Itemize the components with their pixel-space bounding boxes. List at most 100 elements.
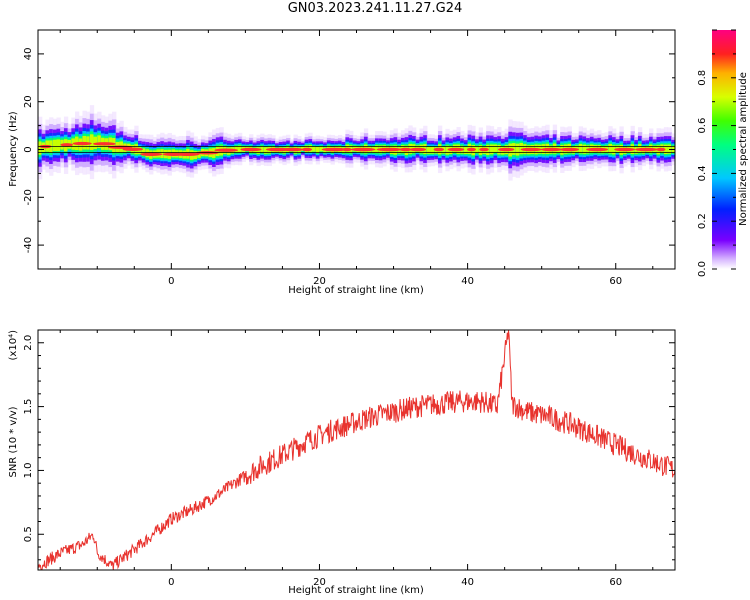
heatmap-cell <box>675 143 679 158</box>
heatmap-cell <box>97 135 102 149</box>
heatmap-cell <box>463 146 469 154</box>
heatmap-cell <box>663 144 669 155</box>
heatmap-cell <box>430 146 435 154</box>
x-tick-label: 0 <box>168 577 174 588</box>
heatmap-cell <box>445 145 450 155</box>
ridge-peak <box>376 147 402 152</box>
y-tick-label: 1.5 <box>23 399 34 415</box>
heatmap-cell <box>56 139 61 152</box>
ridge-peak <box>559 147 580 152</box>
colorbar: 0.0 0.2 0.4 0.6 0.8 Normalized spectral ampl… <box>697 29 749 277</box>
x-tick-label: 60 <box>609 577 622 588</box>
heatmap-cell <box>675 135 679 167</box>
ridge-peak <box>321 147 347 152</box>
heatmap-cell <box>237 145 243 153</box>
heatmap-cell <box>582 144 587 154</box>
ridge-peak <box>72 141 92 146</box>
y-tick-label: 0 <box>23 146 34 152</box>
x-tick-label: 20 <box>313 577 326 588</box>
heatmap-cell <box>512 143 517 155</box>
snr-yunit-label: (x10⁴) <box>8 330 19 361</box>
y-tick-label: 0.5 <box>23 526 34 542</box>
heatmap-cell <box>52 139 58 152</box>
heatmap-cell <box>137 147 143 155</box>
heatmap-cell <box>38 141 43 155</box>
snr-series-line <box>38 330 675 570</box>
ridge-peak <box>541 147 562 152</box>
snr-xlabel: Height of straight line (km) <box>288 585 424 596</box>
heatmap-cell <box>426 146 432 154</box>
ridge-peak <box>479 147 489 152</box>
ridge-peak <box>265 147 290 152</box>
ridge-peak <box>409 147 427 152</box>
colorbar-label: Normalized spectral amplitude <box>738 72 749 226</box>
heatmap-cell <box>312 146 317 152</box>
spectrogram-xlabel: Height of straight line (km) <box>288 285 424 296</box>
heatmap-cell <box>578 143 584 154</box>
y-tick-label: 40 <box>23 48 34 61</box>
ridge-peak <box>350 147 376 152</box>
heatmap-cell <box>319 146 324 152</box>
ridge-peak <box>433 147 445 152</box>
heatmap-cell <box>112 138 117 153</box>
x-tick-label: 20 <box>313 276 326 287</box>
spectrogram-heatmap <box>38 105 679 181</box>
y-tick-label: 20 <box>23 95 34 108</box>
snr-frame <box>37 329 676 571</box>
heatmap-cell <box>493 144 498 153</box>
heatmap-cell <box>675 141 679 160</box>
snr-panel: 0 20 40 60 0.5 1.0 1.5 2.0 Height of straight l… <box>8 329 676 596</box>
ridge-peak <box>60 143 73 147</box>
heatmap-cell <box>234 145 239 153</box>
heatmap-cell <box>515 143 521 156</box>
heatmap-cell <box>160 149 165 158</box>
heatmap-cell <box>260 145 265 153</box>
ridge-peak <box>93 142 116 146</box>
colorbar-tick-label: 0.8 <box>697 70 708 86</box>
figure-title: GN03.2023.241.11.27.G24 <box>287 1 463 16</box>
heatmap-cell <box>608 143 613 154</box>
ridge-peak <box>214 148 239 152</box>
ridge-peak <box>301 147 313 152</box>
ridge-peak <box>614 147 636 152</box>
colorbar-tick-label: 0.2 <box>697 213 708 229</box>
snr-ticks: 0 20 40 60 0.5 1.0 1.5 2.0 <box>23 330 675 588</box>
colorbar-ticks: 0.0 0.2 0.4 0.6 0.8 <box>697 29 736 277</box>
heatmap-cell <box>315 146 321 154</box>
colorbar-tick-label: 0.4 <box>697 165 708 181</box>
ridge-peak <box>122 147 144 151</box>
ridge-peak <box>497 147 515 152</box>
x-tick-label: 40 <box>461 577 474 588</box>
ridge-peak <box>282 147 304 152</box>
x-tick-label: 60 <box>609 276 622 287</box>
ridge-peak <box>447 147 465 152</box>
ridge-peak <box>466 147 476 152</box>
heatmap-cell <box>89 134 95 150</box>
snr-ylabel: SNR (10 * v/v) <box>8 406 19 477</box>
heatmap-cell <box>263 147 269 154</box>
heatmap-cell <box>675 146 679 155</box>
ridge-peak <box>635 147 658 152</box>
ridge-peak <box>342 147 352 152</box>
colorbar-tick-label: 0.0 <box>697 261 708 277</box>
spectrogram-panel: 0 20 40 60 -40 -20 0 20 40 Height of straight li… <box>8 29 679 296</box>
heatmap-cell <box>675 138 679 163</box>
heatmap-cell <box>675 144 679 156</box>
heatmap-cell <box>475 145 480 154</box>
heatmap-cell <box>489 144 495 155</box>
ridge-peak <box>240 147 262 152</box>
ridge-peak <box>175 152 200 156</box>
heatmap-cell <box>441 146 446 154</box>
heatmap-cell <box>612 145 617 155</box>
colorbar-gradient <box>712 30 736 269</box>
ridge-peak <box>586 147 609 152</box>
ridge-peak <box>140 152 163 156</box>
y-tick-label: -40 <box>23 237 34 253</box>
heatmap-cell <box>675 130 679 171</box>
heatmap-cell <box>519 142 524 155</box>
y-tick-label: -20 <box>23 189 34 205</box>
ridge-peak <box>520 147 542 152</box>
heatmap-cell <box>141 148 147 156</box>
spectrogram-ticks: 0 20 40 60 -40 -20 0 20 40 <box>23 29 675 287</box>
